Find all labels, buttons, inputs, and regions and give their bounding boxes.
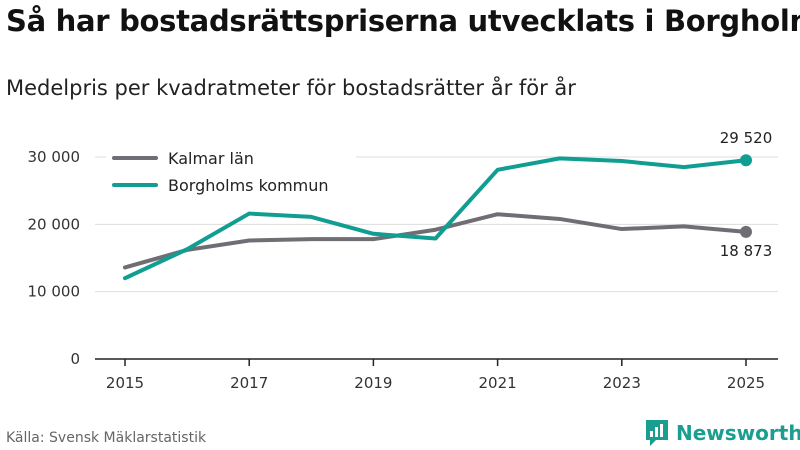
series-end-label: 29 520 [720,129,773,147]
x-tick-label: 2019 [354,374,392,392]
chart-title: Så har bostadsrättspriserna utvecklats i… [6,4,800,38]
x-tick-label: 2021 [479,374,517,392]
y-tick-label: 0 [70,350,80,368]
y-tick-label: 30 000 [28,148,81,166]
y-tick-label: 20 000 [28,215,81,233]
line-chart: 0 10 000 20 000 30 000 2015 2017 2019 2021 2023 2… [28,129,778,392]
series-end-marker [740,225,752,238]
y-tick-label: 10 000 [28,283,81,301]
series [123,154,752,281]
series-line [123,156,748,281]
x-tick-label: 2025 [727,374,765,392]
data-labels: 18 873 29 520 [720,129,773,260]
source-note: Källa: Svensk Mäklarstatistik [6,430,207,446]
newsworthy-logo-icon [646,420,668,446]
series-end-marker [740,154,752,167]
brand-logo: Newsworthy [644,418,800,448]
x-tick-label: 2015 [106,374,144,392]
legend-label: Borgholms kommun [168,176,329,195]
legend-label: Kalmar län [168,149,254,168]
x-tick-label: 2023 [603,374,641,392]
series-end-label: 18 873 [720,242,773,260]
legend-background [106,144,356,200]
series-line [123,212,748,270]
legend: Kalmar län Borgholms kommun [106,144,356,200]
chart-subtitle: Medelpris per kvadratmeter för bostadsrä… [6,76,576,100]
axes: 0 10 000 20 000 30 000 2015 2017 2019 2021 2023 2… [28,148,778,392]
x-tick-label: 2017 [230,374,268,392]
brand-name: Newsworthy [676,421,800,445]
